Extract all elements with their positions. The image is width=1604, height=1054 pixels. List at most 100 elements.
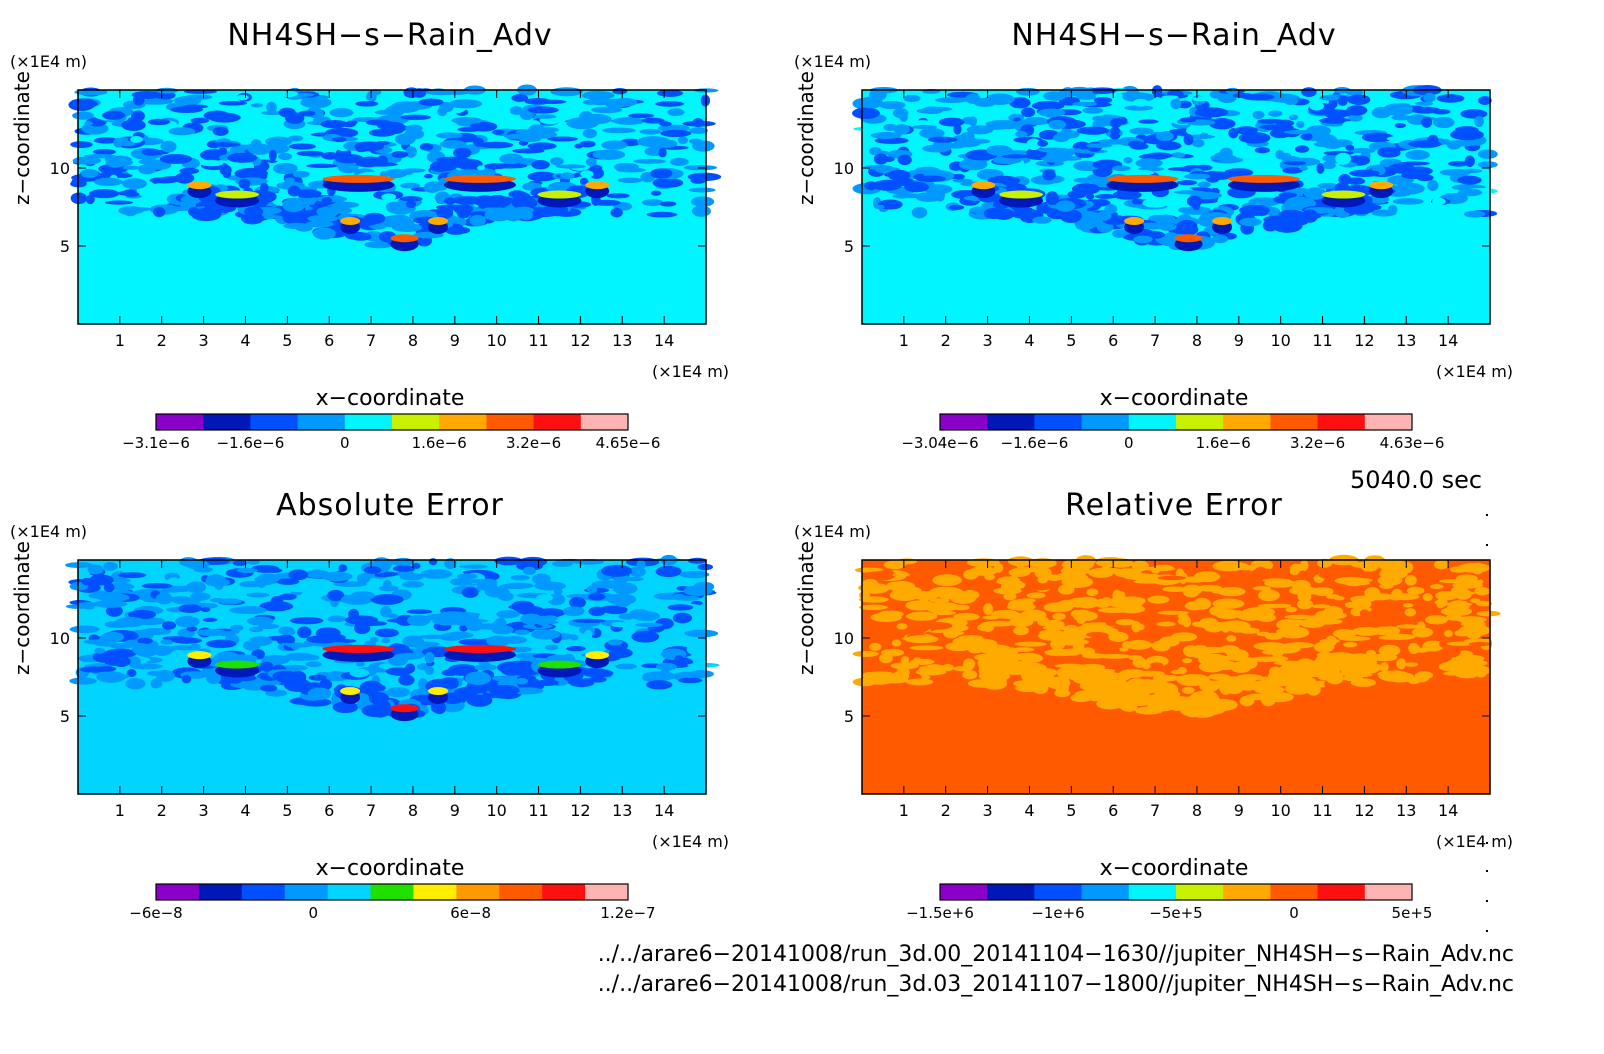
z-unit-label: (×1E4 m) [794,522,872,541]
field-cell [1349,169,1380,177]
field-cell [1185,126,1203,136]
field-cell [1325,671,1344,685]
field-cell [1226,635,1237,642]
field-cell [903,94,921,103]
field-cell [392,565,416,572]
field-cell [1454,629,1471,637]
field-cell [171,637,203,644]
field-cell [236,94,249,101]
field-cell [900,656,910,664]
field-cell [1421,116,1433,128]
field-cell [1015,684,1041,693]
chart-panel-top-left: NH4SH−s−Rain_Adv (×1E4 m) z−coordinate (… [0,0,780,470]
field-cell [469,214,486,227]
field-cell [89,189,120,199]
field-cell [181,675,192,684]
field-cell [512,191,531,203]
field-cell [1112,190,1142,200]
x-tick-label: 4 [1024,331,1034,350]
field-cell [1463,210,1486,218]
field-cell [1333,629,1357,639]
field-cell [1447,603,1465,612]
field-feature [537,660,582,669]
field-cell [320,119,348,129]
field-cell [297,626,312,639]
field-cell [451,116,483,125]
field-cell [111,656,131,667]
x-tick-label: 3 [199,331,209,350]
field-cell [906,678,934,686]
colorbar-tick-label: 4.65e−6 [596,434,661,452]
field-cell [238,178,251,189]
field-cell [138,159,163,165]
field-cell [92,651,118,663]
field-cell [212,126,229,136]
field-cell [1282,167,1303,174]
plot-frame [861,559,1491,795]
field-cell [1312,587,1334,596]
field-cell [531,160,550,170]
colorbar-frame [939,413,1413,431]
field-cell [572,618,606,623]
field-cell [915,193,942,202]
field-cell [1283,96,1299,105]
field-cell [586,585,598,594]
field-cell [141,583,173,589]
field-cell [1315,653,1336,668]
field-cell [629,566,646,578]
field-cell [533,114,557,119]
field-cell [870,569,896,581]
field-cell [1066,86,1093,97]
field-cell [535,615,552,626]
field-cell [527,106,559,114]
field-cell [1366,593,1394,601]
field-cell [1159,636,1180,647]
field-cell [919,594,930,603]
field-cell [189,643,201,651]
field-cell [1217,92,1237,104]
field-cell [1021,118,1053,125]
field-cell [1150,662,1164,669]
x-tick-label: 1 [115,801,125,820]
field-cell [982,615,1000,620]
field-cell [1015,130,1028,138]
field-cell [1191,621,1204,627]
field-cell [499,153,524,165]
field-cell [608,647,633,658]
field-cell [459,564,489,569]
field-feature [390,234,419,243]
field-cell [250,139,262,148]
field-cell [941,663,954,672]
colorbar-swatch [499,884,543,900]
field-cell [1414,671,1434,680]
field-cell [1281,619,1308,626]
field-cell [1442,647,1461,658]
field-cell [166,585,196,592]
field-cell [329,108,354,118]
field-cell [138,164,156,175]
field-cell [128,609,157,620]
field-cell [205,639,237,649]
field-cell [587,593,606,601]
x-tick-label: 11 [1312,801,1332,820]
field-cell [1331,139,1353,147]
field-cell [909,645,944,651]
field-cell [1361,132,1394,143]
field-cell [905,613,922,620]
field-cell [616,167,646,173]
field-cell [1225,87,1240,95]
field-cell [429,161,451,173]
field-cell [283,222,310,230]
field-feature [187,181,212,190]
field-cell [1415,606,1435,614]
field-cell [272,162,298,175]
field-cell [983,207,1005,219]
field-cell [385,687,411,698]
field-cell [1460,109,1488,119]
field-cell [1283,161,1307,166]
x-unit-label: (×1E4 m) [652,362,730,381]
field-cell [354,622,371,635]
field-cell [646,211,678,218]
field-cell [1089,671,1112,683]
field-cell [1301,132,1313,141]
